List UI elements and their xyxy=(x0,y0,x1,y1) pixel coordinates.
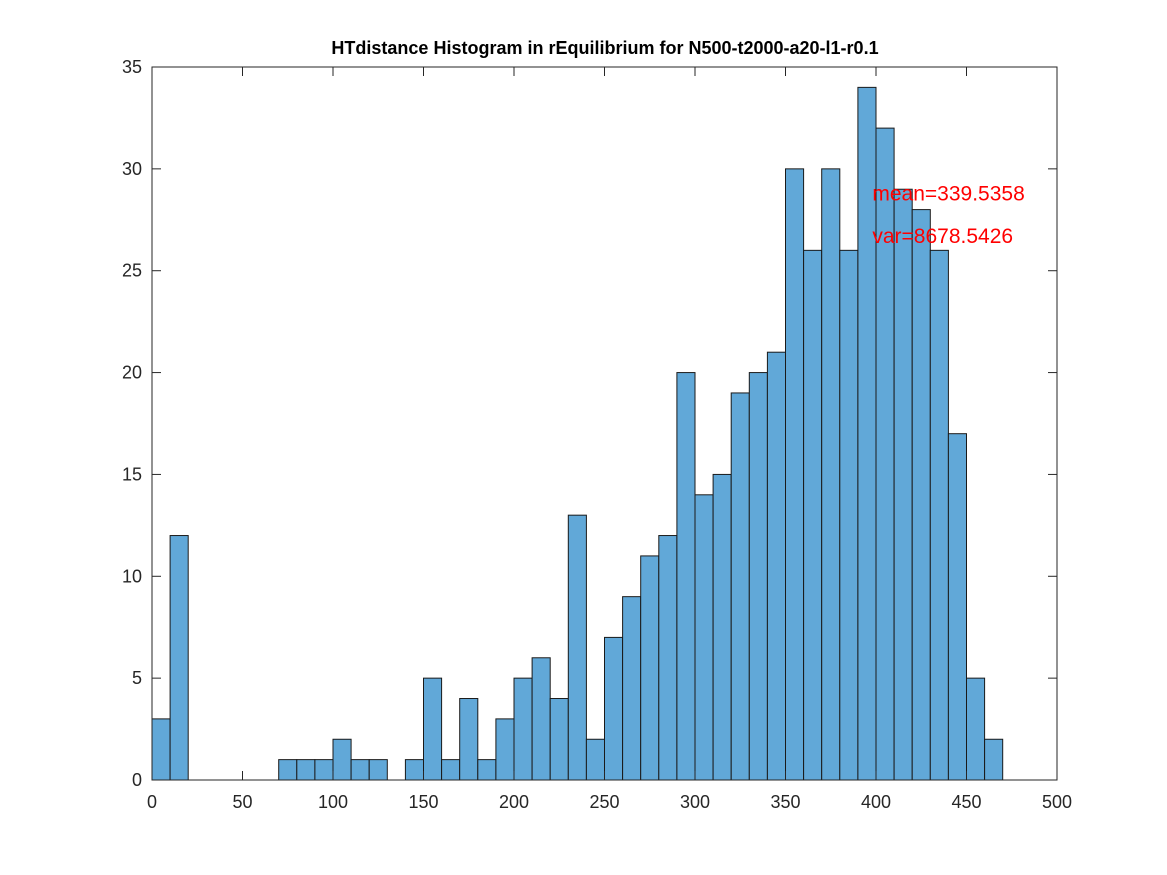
histogram-bar xyxy=(495,718,515,781)
histogram-bar xyxy=(622,596,642,781)
histogram-bar xyxy=(966,677,986,781)
x-tick-label: 400 xyxy=(861,792,891,812)
histogram-bar xyxy=(640,555,660,781)
histogram-bar xyxy=(459,698,479,781)
histogram-bar xyxy=(785,168,805,781)
histogram-bar xyxy=(368,759,388,781)
histogram-bar xyxy=(984,738,1004,781)
x-tick-label: 100 xyxy=(318,792,348,812)
histogram-bar xyxy=(423,677,443,781)
histogram-bar xyxy=(712,473,732,781)
histogram-bar xyxy=(549,698,569,781)
histogram-bar xyxy=(893,188,913,781)
x-tick-label: 250 xyxy=(589,792,619,812)
histogram-bar xyxy=(350,759,370,781)
histogram-bar xyxy=(567,514,587,781)
histogram-bar xyxy=(821,168,841,781)
histogram-bar xyxy=(278,759,298,781)
stat-annotation: var=8678.5426 xyxy=(872,225,1013,248)
x-tick-label: 0 xyxy=(147,792,157,812)
x-tick-label: 150 xyxy=(408,792,438,812)
y-tick-label: 35 xyxy=(122,57,142,77)
x-tick-label: 300 xyxy=(680,792,710,812)
y-tick-label: 5 xyxy=(132,668,142,688)
histogram-bar xyxy=(404,759,424,781)
histogram-bar xyxy=(314,759,334,781)
histogram-bar xyxy=(169,535,189,781)
histogram-bar xyxy=(911,209,931,781)
x-tick-label: 500 xyxy=(1042,792,1072,812)
x-tick-label: 450 xyxy=(951,792,981,812)
y-tick-label: 20 xyxy=(122,363,142,383)
y-tick-label: 10 xyxy=(122,566,142,586)
histogram-bar xyxy=(929,249,949,781)
y-tick-label: 15 xyxy=(122,464,142,484)
y-tick-label: 25 xyxy=(122,261,142,281)
histogram-bar xyxy=(477,759,497,781)
y-tick-label: 30 xyxy=(122,159,142,179)
y-tick-label: 0 xyxy=(132,770,142,790)
x-tick-label: 350 xyxy=(770,792,800,812)
chart-title: HTdistance Histogram in rEquilibrium for… xyxy=(331,38,878,58)
histogram-bar xyxy=(839,249,859,781)
histogram-bar xyxy=(676,372,696,781)
x-tick-label: 50 xyxy=(232,792,252,812)
histogram-bar xyxy=(296,759,316,781)
x-axis-ticks: 0 50 100 150 200 250 300 350 400 450 500 xyxy=(147,67,1072,812)
histogram-bar xyxy=(604,636,624,781)
histogram-bar xyxy=(585,738,606,781)
histogram-bar xyxy=(151,718,171,781)
histogram-bar xyxy=(803,249,823,781)
histogram-bar xyxy=(766,351,787,781)
histogram-bar xyxy=(730,392,750,781)
histogram-bar xyxy=(947,433,968,781)
histogram-bar xyxy=(332,738,352,781)
histogram-bars xyxy=(151,86,1004,781)
stat-annotations: mean=339.5358 var=8678.5426 xyxy=(872,182,1024,248)
histogram-bar xyxy=(513,677,533,781)
histogram-bar xyxy=(531,657,551,781)
y-axis-ticks: 0 5 10 15 20 25 30 35 xyxy=(122,57,1057,790)
histogram-bar xyxy=(694,494,714,781)
histogram-bar xyxy=(441,759,461,781)
histogram-bar xyxy=(748,372,768,781)
histogram-bar xyxy=(658,535,678,781)
x-tick-label: 200 xyxy=(499,792,529,812)
stat-annotation: mean=339.5358 xyxy=(872,182,1024,205)
